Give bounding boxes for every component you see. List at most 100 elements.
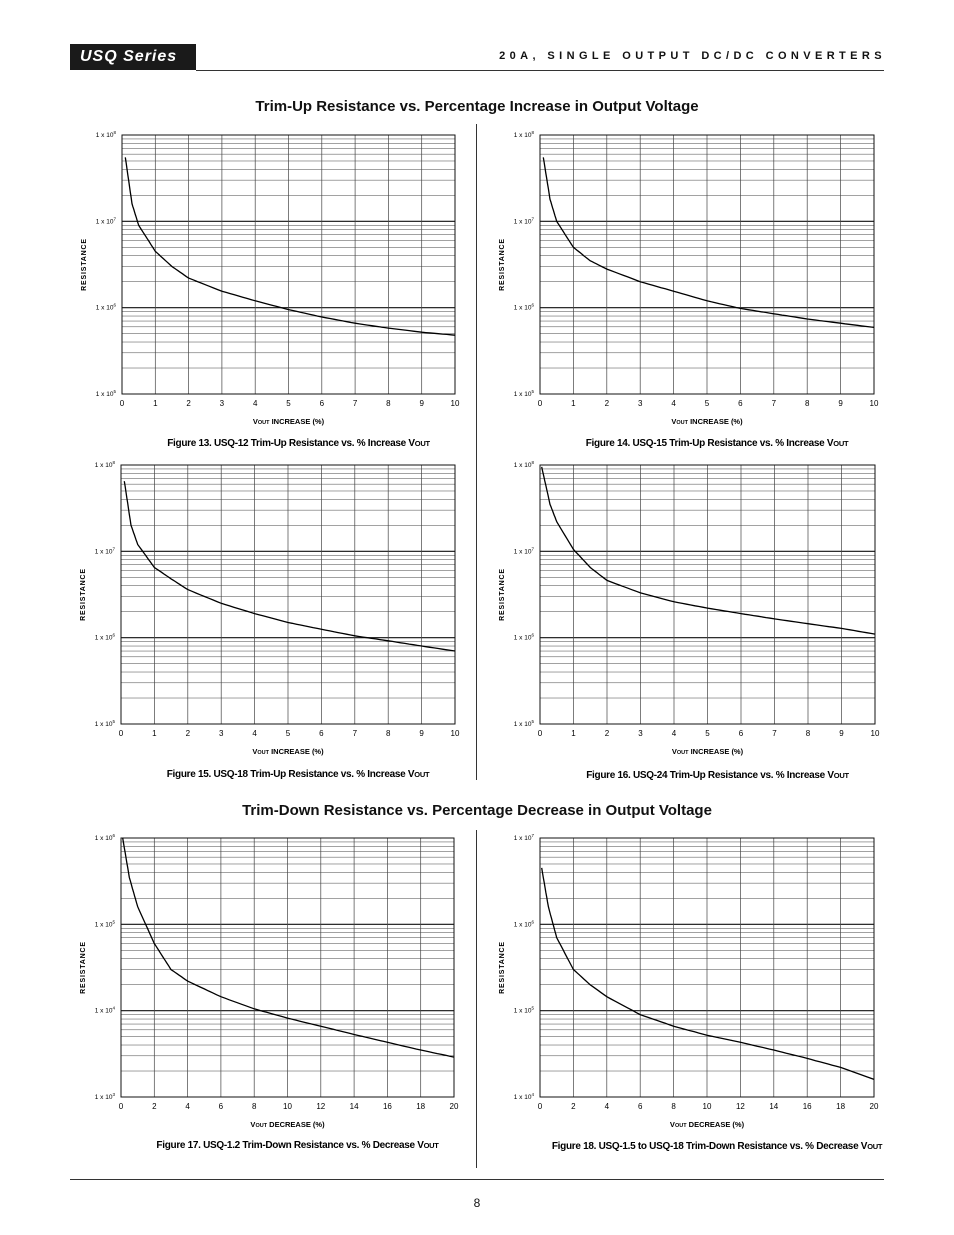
y-tick-label: 1 x 103 bbox=[95, 1092, 116, 1101]
x-tick-label: 9 bbox=[839, 729, 844, 738]
y-tick-label: 1 x 106 bbox=[514, 633, 535, 642]
x-tick-label: 4 bbox=[605, 1102, 610, 1111]
plot-frame bbox=[120, 837, 455, 1098]
y-tick-exponent: 4 bbox=[531, 1092, 534, 1097]
column-divider-top bbox=[476, 124, 477, 780]
y-tick-exponent: 5 bbox=[531, 389, 534, 394]
x-tick-label: 6 bbox=[739, 729, 744, 738]
x-axis-label: VOUT DECREASE (%) bbox=[250, 1120, 325, 1129]
y-tick-label: 1 x 107 bbox=[514, 546, 535, 555]
x-tick-label: 14 bbox=[350, 1102, 359, 1111]
x-tick-label: 2 bbox=[152, 1102, 157, 1111]
y-axis-label: RESISTANCE bbox=[499, 238, 506, 291]
x-axis-label-part: OUT bbox=[677, 750, 689, 756]
y-tick-base: 1 x 10 bbox=[514, 391, 532, 398]
y-tick-exponent: 8 bbox=[112, 460, 115, 465]
y-tick-label: 1 x 106 bbox=[96, 303, 117, 312]
trim-down-section-title: Trim-Down Resistance vs. Percentage Decr… bbox=[242, 802, 712, 819]
x-tick-label: 4 bbox=[671, 399, 676, 408]
y-tick-label: 1 x 106 bbox=[514, 303, 535, 312]
plot-frame bbox=[539, 134, 875, 395]
y-tick-label: 1 x 106 bbox=[514, 919, 535, 928]
x-tick-label: 4 bbox=[252, 729, 257, 738]
x-tick-label: 14 bbox=[769, 1102, 778, 1111]
y-tick-label: 1 x 105 bbox=[96, 389, 117, 398]
y-tick-exponent: 7 bbox=[531, 546, 534, 551]
x-tick-label: 3 bbox=[220, 399, 225, 408]
x-axis-label-part: INCREASE (%) bbox=[689, 747, 744, 756]
y-tick-label: 1 x 104 bbox=[95, 1006, 116, 1015]
figure-caption-text: Figure 14. USQ-15 Trim-Up Resistance vs.… bbox=[586, 438, 834, 449]
figure-caption: Figure 13. USQ-12 Trim-Up Resistance vs.… bbox=[167, 438, 430, 449]
figure-caption-text: Figure 17. USQ-1.2 Trim-Down Resistance … bbox=[156, 1140, 424, 1151]
y-tick-label: 1 x 107 bbox=[514, 216, 535, 225]
x-axis-label-part: OUT bbox=[255, 1123, 267, 1129]
y-tick-label: 1 x 105 bbox=[514, 1006, 535, 1015]
x-tick-label: 18 bbox=[836, 1102, 845, 1111]
y-tick-label: 1 x 108 bbox=[514, 460, 535, 469]
x-tick-label: 8 bbox=[671, 1102, 676, 1111]
y-tick-exponent: 6 bbox=[531, 633, 534, 638]
x-tick-label: 1 bbox=[152, 729, 157, 738]
series-line bbox=[542, 157, 875, 329]
x-axis-label-part: V bbox=[671, 417, 676, 426]
y-tick-base: 1 x 10 bbox=[514, 721, 532, 728]
y-tick-label: 1 x 105 bbox=[514, 719, 535, 728]
y-tick-base: 1 x 10 bbox=[95, 1094, 113, 1101]
x-axis-label-part: OUT bbox=[257, 750, 269, 756]
y-tick-label: 1 x 105 bbox=[95, 919, 116, 928]
y-tick-exponent: 8 bbox=[531, 460, 534, 465]
x-tick-label: 10 bbox=[870, 399, 879, 408]
y-tick-base: 1 x 10 bbox=[96, 391, 114, 398]
x-axis-label: VOUT DECREASE (%) bbox=[670, 1120, 745, 1129]
figure-caption-subscript: OUT bbox=[833, 439, 849, 448]
header-title: 20A, SINGLE OUTPUT DC/DC CONVERTERS bbox=[499, 50, 886, 62]
y-tick-exponent: 7 bbox=[531, 216, 534, 221]
y-tick-label: 1 x 106 bbox=[95, 633, 116, 642]
footer-rule bbox=[70, 1179, 884, 1180]
x-tick-label: 5 bbox=[705, 729, 710, 738]
y-tick-base: 1 x 10 bbox=[96, 132, 114, 139]
x-tick-label: 0 bbox=[538, 1102, 543, 1111]
figure-caption: Figure 14. USQ-15 Trim-Up Resistance vs.… bbox=[586, 438, 849, 449]
x-tick-label: 9 bbox=[419, 729, 424, 738]
y-tick-base: 1 x 10 bbox=[95, 835, 113, 842]
x-tick-label: 0 bbox=[538, 399, 543, 408]
figure-caption-subscript: OUT bbox=[834, 771, 850, 780]
column-divider-bottom bbox=[476, 830, 477, 1168]
y-tick-base: 1 x 10 bbox=[514, 218, 532, 225]
y-tick-label: 1 x 107 bbox=[96, 216, 117, 225]
x-axis-label-part: DECREASE (%) bbox=[267, 1120, 325, 1129]
x-axis-label-part: V bbox=[250, 1120, 255, 1129]
x-tick-label: 10 bbox=[283, 1102, 292, 1111]
y-tick-base: 1 x 10 bbox=[514, 132, 532, 139]
x-tick-label: 8 bbox=[252, 1102, 257, 1111]
y-tick-base: 1 x 10 bbox=[95, 635, 113, 642]
x-tick-label: 2 bbox=[571, 1102, 576, 1111]
x-axis-label: VOUT INCREASE (%) bbox=[253, 417, 325, 426]
x-tick-label: 1 bbox=[571, 729, 576, 738]
figure-caption-text: Figure 15. USQ-18 Trim-Up Resistance vs.… bbox=[167, 769, 415, 780]
y-tick-label: 1 x 105 bbox=[514, 389, 535, 398]
x-tick-label: 5 bbox=[286, 729, 291, 738]
y-tick-exponent: 5 bbox=[531, 719, 534, 724]
series-line bbox=[124, 157, 456, 336]
x-tick-label: 3 bbox=[638, 729, 643, 738]
figure-caption: Figure 18. USQ-1.5 to USQ-18 Trim-Down R… bbox=[552, 1141, 883, 1152]
figure-caption: Figure 17. USQ-1.2 Trim-Down Resistance … bbox=[156, 1140, 439, 1151]
x-tick-label: 0 bbox=[538, 729, 543, 738]
y-tick-label: 1 x 108 bbox=[96, 130, 117, 139]
plot-frame bbox=[120, 464, 456, 725]
y-axis-label: RESISTANCE bbox=[499, 568, 506, 621]
x-tick-label: 8 bbox=[805, 399, 810, 408]
figure-caption: Figure 15. USQ-18 Trim-Up Resistance vs.… bbox=[167, 769, 430, 780]
x-axis-label-part: OUT bbox=[676, 420, 688, 426]
x-tick-label: 7 bbox=[353, 399, 358, 408]
x-tick-label: 12 bbox=[316, 1102, 325, 1111]
y-tick-label: 1 x 108 bbox=[514, 130, 535, 139]
y-tick-label: 1 x 107 bbox=[95, 546, 116, 555]
x-tick-label: 20 bbox=[450, 1102, 459, 1111]
x-tick-label: 4 bbox=[185, 1102, 190, 1111]
